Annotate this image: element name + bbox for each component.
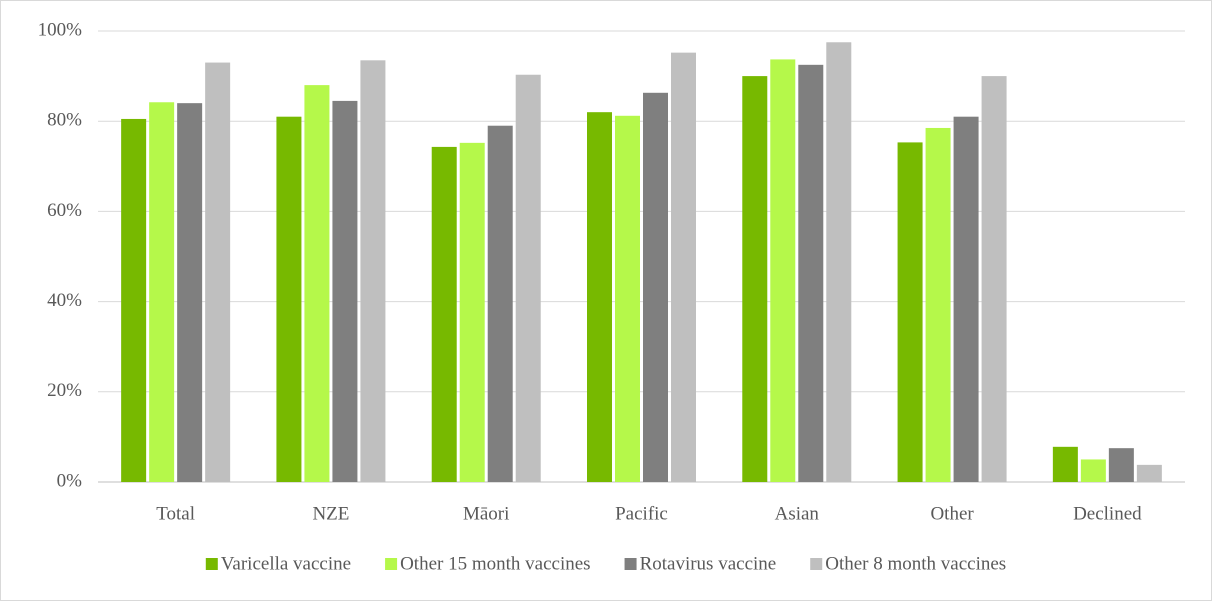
y-tick-label: 0% (57, 470, 83, 491)
bar (742, 76, 768, 482)
bar (332, 100, 358, 482)
y-tick-label: 60% (47, 200, 82, 221)
legend-swatch (385, 558, 398, 570)
x-tick-label: Other (930, 503, 974, 524)
bar (615, 115, 640, 483)
bar (515, 74, 541, 482)
bar (431, 146, 457, 483)
bar (798, 64, 824, 482)
bar (487, 125, 513, 483)
bar (925, 127, 951, 482)
bar (643, 92, 668, 483)
y-tick-label: 80% (47, 110, 82, 131)
x-tick-label: Declined (1073, 503, 1142, 524)
legend-label: Other 15 month vaccines (400, 553, 590, 574)
x-tick-label: Total (156, 503, 195, 524)
legend-label: Rotavirus vaccine (640, 553, 777, 574)
bar (897, 142, 923, 482)
bar (205, 62, 231, 482)
bar (360, 60, 386, 482)
bar (671, 52, 696, 482)
y-tick-label: 20% (47, 380, 82, 401)
legend-swatch (810, 558, 823, 570)
bar (149, 102, 175, 483)
bar (1108, 448, 1134, 482)
x-tick-label: Māori (463, 503, 509, 524)
bar (121, 118, 147, 482)
bar (177, 103, 203, 482)
x-tick-label: Asian (775, 503, 820, 524)
bar (981, 76, 1007, 482)
y-tick-label: 40% (47, 290, 82, 311)
bar (953, 116, 979, 482)
bar (1052, 446, 1078, 482)
legend-swatch (624, 558, 637, 570)
bar (304, 85, 330, 483)
legend-label: Varicella vaccine (221, 553, 351, 574)
bar (1080, 459, 1106, 482)
bar (826, 42, 852, 483)
bar (587, 112, 612, 483)
legend-swatch (205, 558, 218, 570)
x-tick-label: Pacific (615, 503, 668, 524)
legend-label: Other 8 month vaccines (825, 553, 1006, 574)
x-tick-label: NZE (312, 503, 349, 524)
y-tick-label: 100% (38, 19, 83, 40)
bar (459, 142, 485, 482)
bar (276, 116, 302, 482)
bar (770, 59, 796, 483)
bar (1136, 464, 1162, 482)
